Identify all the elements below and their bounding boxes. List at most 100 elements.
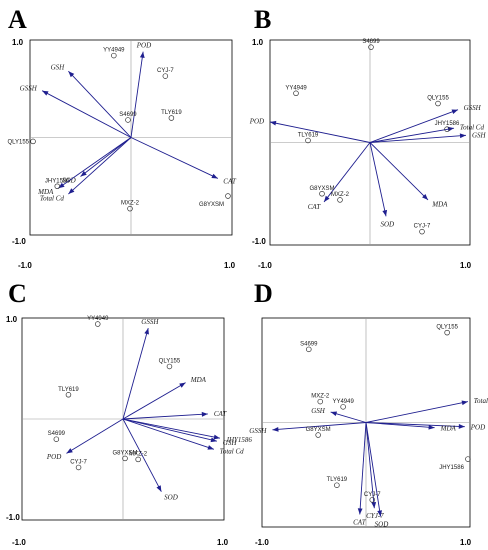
y-tick-label: 1.0 [6, 315, 18, 324]
vector-arrow: CAT [130, 137, 237, 186]
point-marker [435, 100, 441, 107]
point-label: QLY155 [7, 139, 29, 145]
vector-line [369, 142, 387, 217]
point-marker [30, 138, 36, 145]
cultivar-point: MXZ-2 [331, 192, 350, 203]
point-marker [125, 117, 131, 123]
arrow-head [211, 173, 218, 179]
vector-arrow: CAT [122, 410, 228, 420]
point-marker [369, 497, 375, 503]
x-tick-label: 1.0 [217, 538, 229, 547]
point-marker [135, 456, 141, 463]
point-marker [168, 115, 175, 121]
arrow-head [156, 485, 162, 492]
arrow-head [377, 510, 383, 517]
vector-arrow: Total Cd [40, 137, 132, 203]
point-label: S4699 [300, 341, 318, 347]
point-marker [65, 392, 72, 398]
point-label: S4699 [48, 431, 66, 437]
vector-line [359, 422, 367, 515]
vector-line [369, 142, 429, 201]
point-label: MXZ-2 [121, 201, 140, 207]
vector-label: Total Cd [460, 124, 485, 132]
cultivar-point: CYJ-7 [364, 492, 381, 503]
x-tick-label: -1.0 [12, 538, 26, 547]
vector-line [330, 411, 367, 423]
point-marker [305, 137, 311, 144]
y-tick-label: 1.0 [12, 38, 24, 47]
x-tick-label: -1.0 [255, 538, 269, 547]
vector-line [369, 134, 467, 143]
cultivar-point: QLY155 [7, 138, 36, 145]
point-label: QLY155 [159, 358, 181, 364]
point-marker [319, 191, 325, 197]
cultivar-point: G8YXSM [199, 193, 231, 208]
point-marker [293, 90, 299, 97]
arrow-head [207, 445, 214, 450]
point-marker [166, 363, 173, 370]
vector-label: GSSH [20, 84, 38, 92]
point-marker [54, 183, 61, 190]
vector-arrow: JHY1586 [122, 418, 252, 444]
vector-label: MDA [431, 201, 448, 209]
cultivar-point: S4699 [362, 39, 380, 50]
vector-label: POD [46, 453, 61, 461]
vector-label: Total Cd [474, 397, 488, 405]
cultivar-point: G8YXSM [309, 186, 335, 197]
cultivar-point: YY4949 [285, 85, 307, 97]
cultivar-point: MXZ-2 [129, 451, 148, 463]
vector-label: MDA [440, 425, 457, 433]
cultivar-point: CYJ-7 [414, 224, 431, 235]
arrow-head [330, 411, 338, 417]
cultivar-point: YY4949 [332, 399, 354, 410]
vector-arrow: GSH [311, 407, 367, 423]
arrow-head [80, 170, 87, 177]
cultivar-point: S4699 [300, 341, 318, 353]
vector-label: GSH [311, 407, 326, 415]
vector-label: SOD [164, 494, 178, 502]
vector-line [122, 418, 218, 442]
vector-label: Total Cd [220, 448, 245, 456]
vector-arrow: POD [46, 418, 124, 461]
vector-arrow: GSH [51, 63, 132, 138]
point-label: G8YXSM [309, 186, 334, 192]
arrow-head [324, 195, 330, 202]
vector-line [365, 401, 469, 423]
vector-label: GSH [472, 131, 487, 139]
vector-line [130, 137, 219, 179]
y-tick-label: -1.0 [252, 237, 266, 246]
cultivar-point: MXZ-2 [311, 394, 330, 405]
vector-line [122, 382, 186, 420]
vector-line [323, 142, 371, 203]
panel-letter: C [8, 279, 27, 308]
arrow-head [68, 71, 75, 78]
x-tick-label: -1.0 [18, 261, 32, 270]
vector-arrow: CYJ-7 [365, 422, 384, 520]
vector-arrow: POD [130, 42, 151, 138]
cultivar-point: G8YXSM [113, 450, 138, 462]
cultivar-point: S4699 [119, 112, 137, 123]
vector-label: CAT [308, 203, 322, 211]
y-tick-label: -1.0 [6, 513, 20, 522]
y-tick-label: 1.0 [252, 38, 264, 47]
point-label: MXZ-2 [311, 394, 330, 400]
vector-arrow: Total Cd [122, 418, 245, 456]
panel-letter: A [8, 5, 27, 34]
point-label: S4699 [362, 39, 380, 45]
vector-line [122, 418, 221, 439]
x-tick-label: 1.0 [460, 261, 472, 270]
point-marker [317, 398, 323, 405]
arrow-head [210, 437, 217, 443]
arrow-head [428, 424, 435, 430]
point-label: TLY619 [327, 477, 348, 483]
vector-arrow: GSH [122, 418, 237, 447]
arrow-head [382, 209, 388, 217]
vector-arrow: MDA [369, 142, 448, 209]
vector-label: Total Cd [40, 195, 65, 203]
point-marker [334, 482, 340, 488]
arrow-head [42, 90, 49, 96]
point-label: CYJ-7 [414, 224, 431, 230]
arrow-head [270, 120, 277, 126]
point-marker [111, 52, 117, 59]
